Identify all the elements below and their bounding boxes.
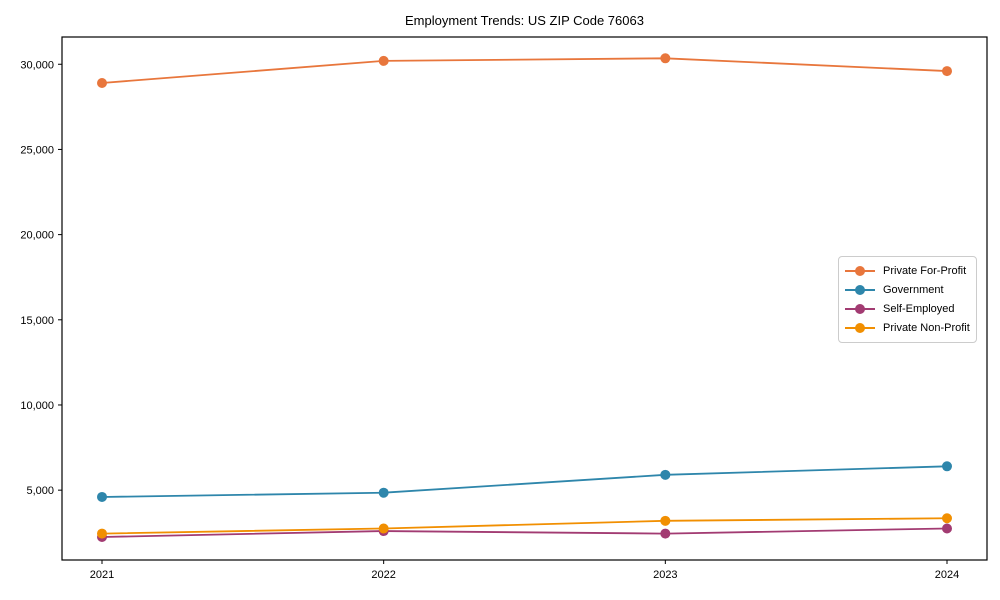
- legend-item-private-non-profit: Private Non-Profit: [845, 319, 970, 338]
- legend-line-swatch: [845, 304, 875, 315]
- legend-label: Government: [883, 283, 944, 296]
- y-tick-label: 20,000: [20, 230, 54, 242]
- legend-item-self-employed: Self-Employed: [845, 300, 970, 319]
- y-tick-label: 10,000: [20, 400, 54, 412]
- legend: Private For-Profit Government Self-Employe…: [838, 256, 977, 343]
- x-tick-label: 2024: [935, 569, 959, 581]
- y-tick-label: 30,000: [20, 59, 54, 71]
- legend-marker-icon: [855, 265, 865, 276]
- data-point-private-non-profit-2023: [660, 515, 671, 526]
- data-point-government-2021: [97, 491, 107, 502]
- y-tick-label: 15,000: [20, 315, 54, 327]
- data-point-private-non-profit-2024: [942, 513, 952, 524]
- data-point-self-employed-2023: [660, 528, 671, 539]
- data-point-private-non-profit-2022: [378, 523, 389, 534]
- data-point-private-non-profit-2021: [97, 528, 107, 539]
- legend-label: Private For-Profit: [883, 264, 967, 277]
- legend-line-swatch: [845, 323, 875, 334]
- y-tick-label: 5,000: [26, 485, 54, 497]
- legend-item-government: Government: [845, 280, 970, 299]
- x-tick-label: 2021: [90, 569, 114, 581]
- series-line-private-for-profit: [101, 57, 948, 84]
- legend-label: Private Non-Profit: [883, 322, 970, 335]
- series-line-government: [101, 465, 948, 498]
- legend-item-private-for-profit: Private For-Profit: [845, 261, 970, 280]
- legend-marker-icon: [855, 284, 865, 295]
- data-point-private-for-profit-2023: [660, 53, 671, 64]
- chart-title: Employment Trends: US ZIP Code 76063: [405, 13, 644, 28]
- legend-marker-icon: [855, 323, 865, 334]
- series-line-private-non-profit: [101, 517, 948, 535]
- x-tick-label: 2022: [371, 569, 395, 581]
- data-point-private-for-profit-2024: [942, 66, 952, 77]
- legend-line-swatch: [845, 265, 875, 276]
- data-point-government-2023: [660, 469, 671, 480]
- data-point-self-employed-2024: [942, 523, 952, 534]
- x-tick-label: 2023: [653, 569, 677, 581]
- legend-label: Self-Employed: [883, 303, 955, 316]
- data-point-private-for-profit-2021: [97, 77, 107, 88]
- legend-marker-icon: [855, 304, 865, 315]
- series-line-self-employed: [101, 527, 948, 538]
- data-point-private-for-profit-2022: [378, 55, 389, 66]
- data-point-government-2022: [378, 487, 389, 498]
- plot-border: [61, 36, 988, 561]
- legend-line-swatch: [845, 284, 875, 295]
- data-point-government-2024: [942, 461, 952, 472]
- y-tick-label: 25,000: [20, 144, 54, 156]
